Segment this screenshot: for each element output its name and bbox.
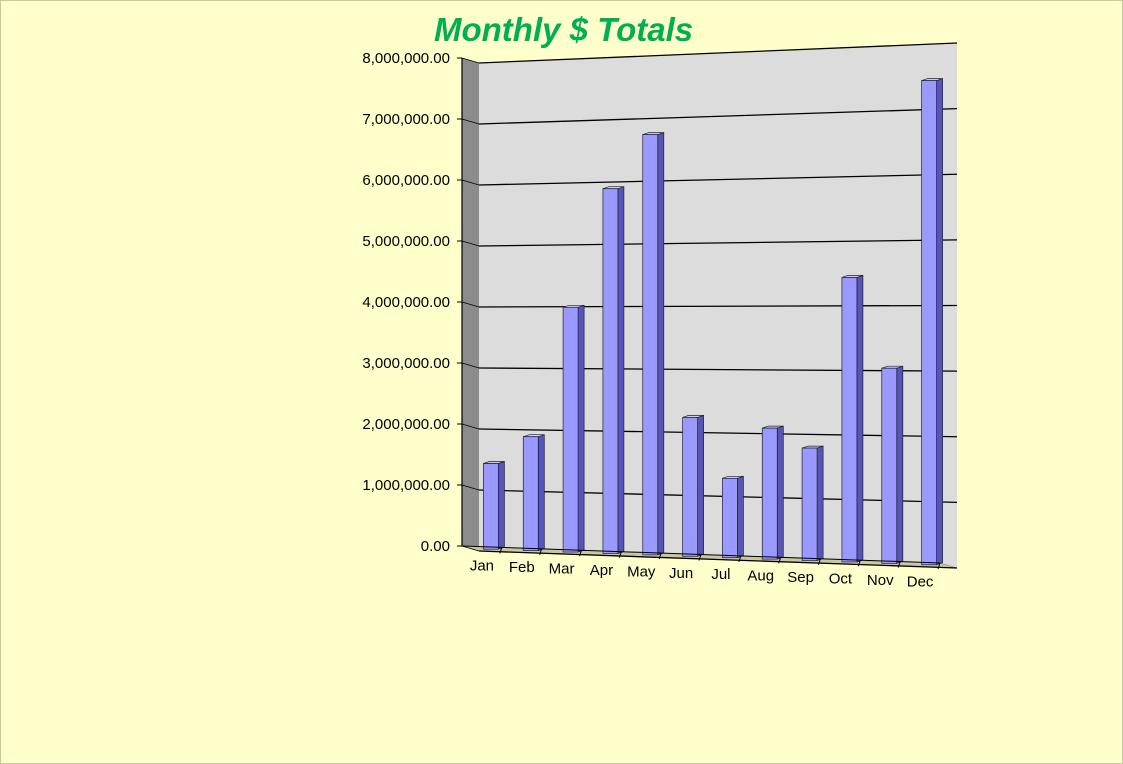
bar-side <box>737 475 744 559</box>
gridline <box>478 428 958 438</box>
x-tick-mark <box>738 555 742 563</box>
bar-dec <box>921 78 943 566</box>
gridline-side <box>461 179 480 186</box>
y-tick-label: 6,000,000.00 <box>362 172 450 189</box>
gridline <box>478 489 958 504</box>
gridline-side <box>461 301 480 308</box>
bar-side <box>657 132 665 556</box>
gridline-side <box>461 423 480 430</box>
gridline <box>478 367 958 372</box>
gridline-side <box>461 118 480 125</box>
x-tick-label: Nov <box>867 572 894 589</box>
y-tick-label: 5,000,000.00 <box>362 233 450 250</box>
x-tick-label: Jul <box>711 566 730 583</box>
x-tick-mark <box>618 551 622 558</box>
y-tick-label: 1,000,000.00 <box>362 477 450 494</box>
gridline-side <box>461 545 480 552</box>
x-tick-label: Mar <box>549 561 575 578</box>
bar-side <box>856 274 864 563</box>
y-tick-label: 2,000,000.00 <box>362 416 450 433</box>
bar-side <box>936 78 943 566</box>
x-tick-label: Jan <box>470 558 494 575</box>
bar-feb <box>522 434 545 552</box>
x-tick-mark <box>778 557 782 564</box>
x-tick-label: May <box>627 563 656 580</box>
y-tick-label: 3,000,000.00 <box>362 355 450 372</box>
x-tick-mark <box>937 562 941 570</box>
bar-oct <box>841 274 864 563</box>
y-tick-label: 4,000,000.00 <box>362 294 450 311</box>
gridline-side <box>461 484 480 491</box>
y-tick-label: 7,000,000.00 <box>362 111 450 128</box>
x-tick-label: Sep <box>787 569 814 586</box>
gridline-side <box>461 362 480 369</box>
y-axis: 0.00 1,000,000.00 2,000,000.00 3,000,000.00… <box>362 50 463 555</box>
bar-mar <box>562 304 585 553</box>
bar-side <box>816 445 824 561</box>
bars <box>483 78 943 566</box>
bar-side <box>498 461 505 550</box>
bar-side <box>577 304 585 553</box>
bar-jun <box>682 414 704 557</box>
bar-front <box>841 277 858 563</box>
y-tick-label: 8,000,000.00 <box>362 50 450 67</box>
x-tick-label: Aug <box>747 568 774 585</box>
bar-front <box>522 436 539 551</box>
x-tick-label: Jun <box>669 565 693 582</box>
x-tick-mark <box>818 558 821 565</box>
bar-nov <box>881 365 904 564</box>
bar-front <box>602 188 619 554</box>
gridline-side <box>461 240 480 247</box>
x-tick-mark <box>698 554 702 561</box>
y-tick-label: 0.00 <box>421 538 450 555</box>
gridline <box>478 107 958 125</box>
gridline <box>478 304 958 308</box>
gridline <box>478 550 958 569</box>
gridline <box>478 239 958 247</box>
bar-front <box>761 427 778 560</box>
bar-front <box>921 80 937 566</box>
x-tick-mark <box>499 547 503 554</box>
gridlines <box>461 42 958 569</box>
bar-apr <box>602 186 625 554</box>
gridline <box>478 42 958 64</box>
bar-jul <box>722 475 744 559</box>
x-tick-mark <box>658 552 662 560</box>
chart-title: Monthly $ Totals <box>434 11 694 48</box>
bar-front <box>642 134 659 556</box>
x-tick-label: Feb <box>509 559 535 576</box>
bar-front <box>483 463 499 550</box>
bar-front <box>562 306 579 553</box>
bar-side <box>697 414 704 557</box>
x-tick-label: Oct <box>829 570 853 587</box>
x-tick-label: Apr <box>590 562 613 579</box>
bar-jan <box>483 461 505 550</box>
x-tick-mark <box>579 550 582 557</box>
x-tick-mark <box>857 560 861 567</box>
bar-side <box>537 434 545 552</box>
bar-side <box>617 186 625 554</box>
bar-front <box>881 367 898 564</box>
x-tick-mark <box>897 561 901 568</box>
bar-sep <box>801 445 824 561</box>
bar-side <box>776 425 784 560</box>
gridline <box>478 173 958 186</box>
x-tick-label: Dec <box>907 573 934 590</box>
bar-may <box>642 132 665 556</box>
gridline-side <box>461 57 480 64</box>
bar-side <box>896 365 904 564</box>
bar-front <box>682 417 698 557</box>
bar-aug <box>761 425 784 560</box>
x-tick-mark <box>539 548 543 555</box>
x-axis: Jan Feb Mar Apr May Jun Jul Aug Sep Oct Nov Dec <box>461 545 941 590</box>
bar-front <box>722 477 738 559</box>
bar-front <box>801 447 818 561</box>
back-wall <box>479 43 957 568</box>
